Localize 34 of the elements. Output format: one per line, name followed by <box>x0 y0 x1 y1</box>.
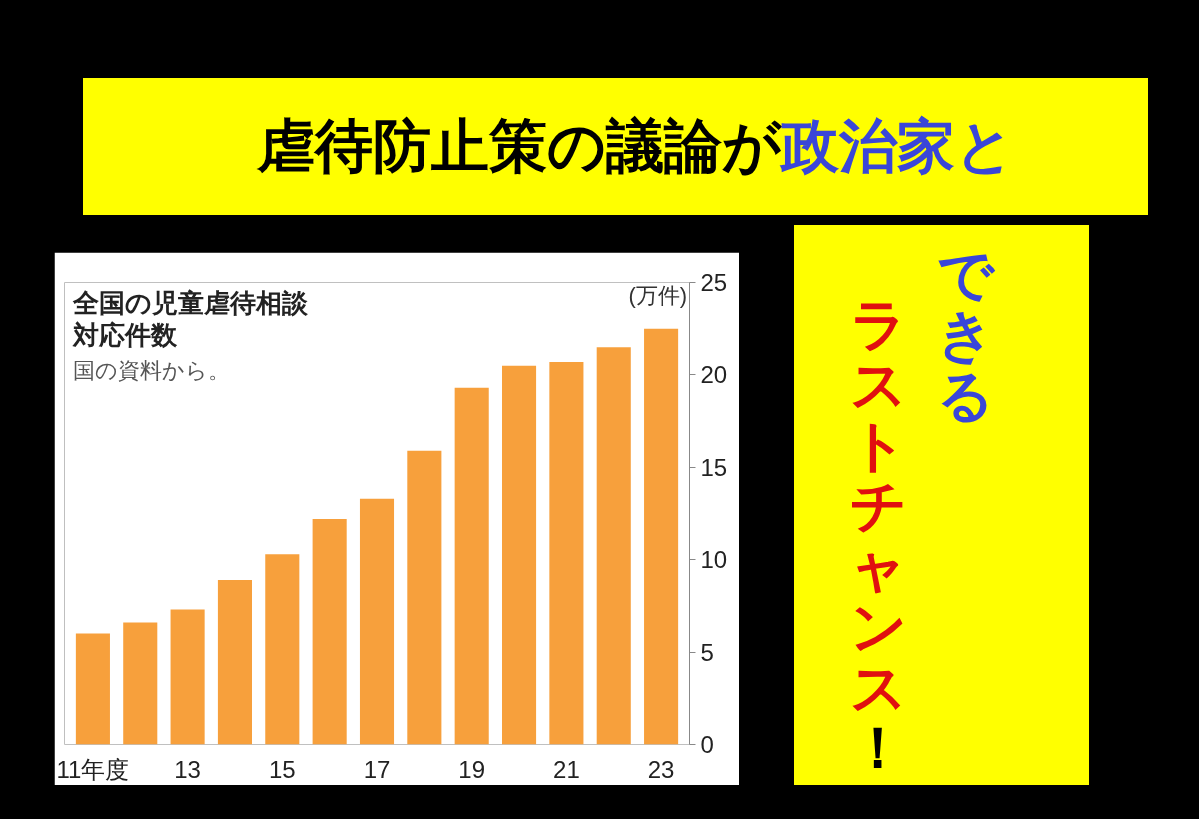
bar <box>217 580 252 745</box>
y-axis-title: (万件) <box>628 282 688 308</box>
y-tick-label: 25 <box>700 269 728 296</box>
text: ！ <box>850 716 906 780</box>
bar <box>549 361 584 745</box>
bar <box>265 554 300 745</box>
x-tick-label: 11年度 <box>56 755 130 783</box>
x-tick-label: 15 <box>268 755 296 783</box>
y-tick-label: 10 <box>700 546 728 574</box>
text: 全国の児童虐待相談対応件数 <box>71 287 309 350</box>
x-tick-label: 17 <box>363 755 391 783</box>
bar <box>123 622 158 745</box>
text: 政治家と <box>781 113 1014 179</box>
bar <box>75 633 110 745</box>
text: できる <box>936 243 994 427</box>
x-tick-label: 21 <box>553 755 580 783</box>
text: 虐待防止策の議論が <box>257 113 781 179</box>
bar <box>596 347 631 745</box>
bar <box>170 609 205 745</box>
y-tick-label: 5 <box>700 638 714 666</box>
bar <box>312 519 347 745</box>
bar <box>407 450 442 745</box>
y-tick-label: 20 <box>700 361 728 389</box>
bar <box>454 387 489 745</box>
text: ラストチャンス <box>849 293 907 719</box>
annotation: 国の資料から。 <box>72 357 230 383</box>
bar <box>359 498 395 745</box>
y-tick-label: 15 <box>700 453 728 481</box>
x-tick-label: 23 <box>647 755 675 783</box>
bar <box>644 328 679 745</box>
y-tick-label: 0 <box>700 731 714 758</box>
x-tick-label: 13 <box>174 755 201 783</box>
x-tick-label: 19 <box>458 755 486 783</box>
bar <box>502 365 537 745</box>
